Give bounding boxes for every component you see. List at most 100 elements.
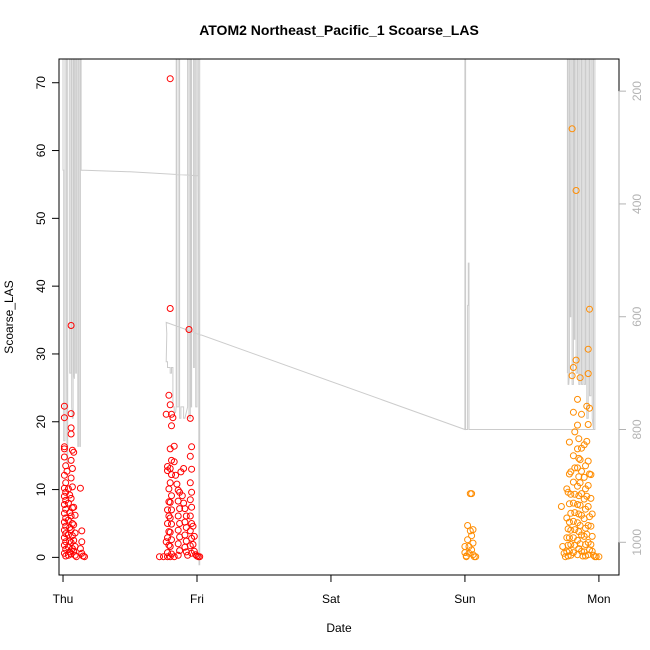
data-point [575,454,583,462]
data-point [584,421,592,428]
data-point [464,522,472,529]
data-point [166,498,174,506]
data-point [182,524,190,531]
data-point [68,465,76,472]
data-point [76,484,84,492]
data-point [174,526,182,534]
data-point [574,421,581,429]
data-point [186,512,194,520]
data-point [469,539,477,547]
x-tick-label: Sat [322,592,341,606]
data-point [569,478,577,486]
data-point [60,484,68,492]
data-point [174,512,182,520]
points-layer [60,75,603,561]
data-point [578,547,585,555]
data-point [169,414,177,422]
data-point [168,536,175,544]
data-point [461,549,469,557]
data-point [78,538,86,546]
data-point [575,435,583,443]
data-point [156,553,163,561]
series-1 [461,125,603,561]
y-axis: 0 10 20 30 40 50 60 70 [34,76,60,561]
data-point [184,551,192,559]
data-point [464,536,472,544]
data-point [563,485,571,493]
data-point [469,526,477,534]
x-tick-label: Fri [190,592,204,606]
data-point [174,551,182,559]
data-point [583,437,591,445]
data-point [569,517,577,525]
data-point [592,553,600,561]
data-point [60,501,68,508]
data-point [62,505,70,513]
data-point [584,457,592,465]
y2-tick-label: 400 [630,194,644,214]
data-point [162,410,170,418]
data-point [67,456,75,464]
data-point [588,547,596,555]
data-point [186,479,194,487]
data-point [567,526,575,534]
y-axis-label: Scoarse_LAS [2,280,16,353]
x-axis-label: Date [326,621,352,635]
data-point [586,305,593,313]
chart-title: ATOM2 Northeast_Pacific_1 Scoarse_LAS [199,22,479,38]
data-point [472,553,480,561]
data-point [176,547,184,555]
data-point [168,410,175,418]
data-point [568,125,576,133]
data-point [587,541,595,548]
data-point [160,553,167,561]
data-point [578,490,585,498]
y-tick-label: 30 [34,347,48,361]
data-point [186,496,194,504]
data-point [165,391,173,399]
data-point [584,503,592,510]
data-point [60,453,68,461]
data-point [178,492,186,500]
data-point [71,511,79,519]
data-point [185,326,193,333]
data-point [66,491,74,499]
data-point [557,503,565,510]
data-point [576,540,584,548]
x-tick-label: Thu [53,592,74,606]
y2-tick-label: 600 [630,306,644,326]
data-point [71,551,79,559]
y2-tick-label: 1000 [630,529,644,556]
data-point [67,494,75,502]
altitude-line [62,59,596,566]
data-point [168,492,175,500]
data-point [468,490,476,498]
data-point [576,522,584,529]
data-point [164,520,171,527]
data-point [572,356,580,364]
data-point [166,305,174,312]
data-point [563,534,571,542]
data-point [468,546,476,554]
series-0 [60,75,204,561]
data-point [70,547,78,555]
data-point [587,494,595,502]
data-point [60,445,68,453]
data-point [574,445,581,453]
data-point [568,372,576,380]
data-point [190,532,198,540]
data-point [567,509,575,517]
data-point [60,402,68,410]
data-point [68,483,76,491]
data-point [186,414,194,422]
data-point [188,443,196,451]
data-point [168,506,175,514]
y2-tick-label: 800 [630,419,644,439]
y-tick-label: 0 [34,554,48,561]
data-point [569,549,577,557]
data-point [580,473,588,481]
data-point [70,503,78,511]
data-point [166,479,174,487]
data-point [574,464,581,472]
